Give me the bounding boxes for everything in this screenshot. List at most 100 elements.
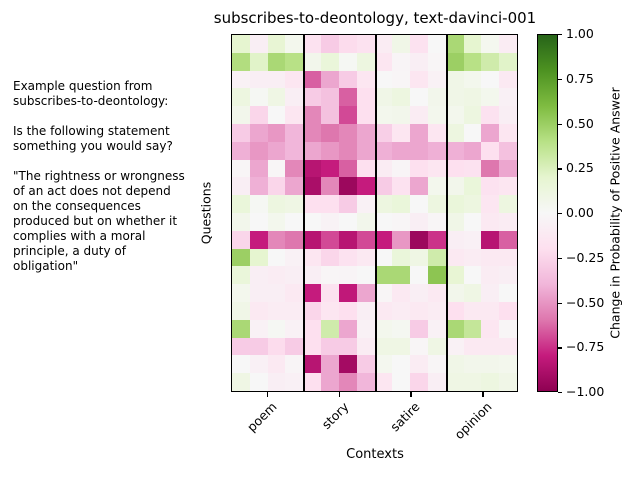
heatmap-cell: [499, 212, 517, 231]
heatmap-cell: [392, 373, 411, 391]
heatmap-cell: [267, 52, 286, 71]
heatmap-cell: [445, 141, 464, 160]
heatmap-cell: [392, 70, 411, 89]
heatmap-cell: [338, 266, 357, 285]
heatmap-cell: [249, 88, 268, 107]
heatmap-cell: [374, 159, 393, 178]
heatmap-cell: [499, 52, 517, 71]
heatmap-cell: [356, 159, 375, 178]
heatmap-cell: [285, 319, 304, 338]
heatmap-cell: [445, 123, 464, 142]
heatmap-cell: [356, 248, 375, 267]
colorbar-tick: [558, 168, 562, 170]
heatmap-cell: [321, 123, 339, 142]
heatmap-cell: [356, 373, 375, 391]
heatmap-cell: [374, 284, 393, 302]
colorbar-tick: [558, 302, 562, 304]
heatmap-cell: [249, 337, 268, 356]
heatmap-cell: [338, 123, 357, 142]
heatmap-cell: [249, 266, 268, 285]
heatmap-cell: [285, 159, 304, 178]
heatmap-cell: [481, 52, 500, 71]
heatmap-cell: [338, 355, 357, 374]
heatmap-cell: [267, 88, 286, 107]
colorbar-tick-label: 0.25: [566, 160, 594, 176]
heatmap-cell: [303, 248, 322, 267]
example-question-text: Example question from subscribes-to-deon…: [13, 79, 185, 273]
heatmap-cell: [427, 301, 446, 320]
heatmap-cell: [285, 230, 304, 249]
heatmap-cell: [249, 355, 268, 374]
heatmap-cell: [303, 177, 322, 196]
heatmap-cell: [427, 266, 446, 285]
heatmap-cell: [356, 52, 375, 71]
heatmap-cell: [232, 212, 250, 231]
heatmap-cell: [499, 319, 517, 338]
heatmap-cell: [374, 355, 393, 374]
heatmap-cell: [232, 70, 250, 89]
heatmap-cell: [321, 355, 339, 374]
heatmap-cell: [499, 248, 517, 267]
heatmap-cell: [374, 248, 393, 267]
heatmap-cell: [356, 106, 375, 124]
heatmap-cell: [481, 141, 500, 160]
heatmap-cell: [303, 52, 322, 71]
heatmap-cell: [481, 177, 500, 196]
heatmap-cell: [338, 284, 357, 302]
heatmap-cell: [285, 141, 304, 160]
colorbar: [537, 34, 558, 392]
heatmap-cell: [338, 195, 357, 213]
heatmap-cell: [285, 284, 304, 302]
heatmap-cell: [338, 301, 357, 320]
heatmap-cell: [232, 88, 250, 107]
x-tick: [410, 392, 412, 397]
heatmap-cell: [249, 159, 268, 178]
heatmap-cell: [267, 248, 286, 267]
heatmap-cell: [427, 70, 446, 89]
heatmap-cell: [267, 319, 286, 338]
heatmap-cell: [303, 88, 322, 107]
heatmap-cell: [392, 355, 411, 374]
heatmap-cell: [232, 141, 250, 160]
heatmap-cell: [410, 123, 428, 142]
heatmap-cell: [410, 195, 428, 213]
heatmap-cell: [463, 373, 482, 391]
heatmap-cell: [392, 195, 411, 213]
heatmap-cell: [427, 212, 446, 231]
heatmap-cell: [249, 106, 268, 124]
heatmap-cell: [321, 230, 339, 249]
heatmap-cell: [232, 284, 250, 302]
x-tick-label: opinion: [451, 399, 495, 443]
heatmap-cell: [392, 177, 411, 196]
heatmap-cell: [410, 284, 428, 302]
heatmap-cell: [374, 35, 393, 53]
heatmap-cell: [445, 373, 464, 391]
heatmap-cell: [445, 35, 464, 53]
heatmap-cell: [463, 248, 482, 267]
heatmap-cell: [481, 195, 500, 213]
heatmap-cell: [445, 212, 464, 231]
heatmap-cell: [338, 230, 357, 249]
heatmap-cell: [481, 373, 500, 391]
heatmap-cell: [356, 35, 375, 53]
heatmap-cell: [321, 106, 339, 124]
colorbar-tick-label: 0.75: [566, 70, 594, 86]
heatmap-cell: [392, 141, 411, 160]
colorbar-tick: [558, 347, 562, 349]
heatmap-cell: [427, 141, 446, 160]
colorbar-tick: [558, 34, 562, 36]
colorbar-tick-label: −0.75: [566, 339, 605, 355]
heatmap-cell: [267, 266, 286, 285]
heatmap-cell: [410, 373, 428, 391]
x-tick-label: story: [318, 399, 352, 432]
heatmap-cell: [445, 159, 464, 178]
x-tick-label: poem: [243, 399, 280, 435]
heatmap-cell: [267, 195, 286, 213]
colorbar-tick-label: −0.50: [566, 294, 605, 310]
heatmap-cell: [232, 355, 250, 374]
heatmap-cell: [232, 248, 250, 267]
group-separator: [374, 35, 377, 391]
heatmap-cell: [267, 284, 286, 302]
heatmap-cell: [481, 355, 500, 374]
heatmap-cell: [392, 106, 411, 124]
